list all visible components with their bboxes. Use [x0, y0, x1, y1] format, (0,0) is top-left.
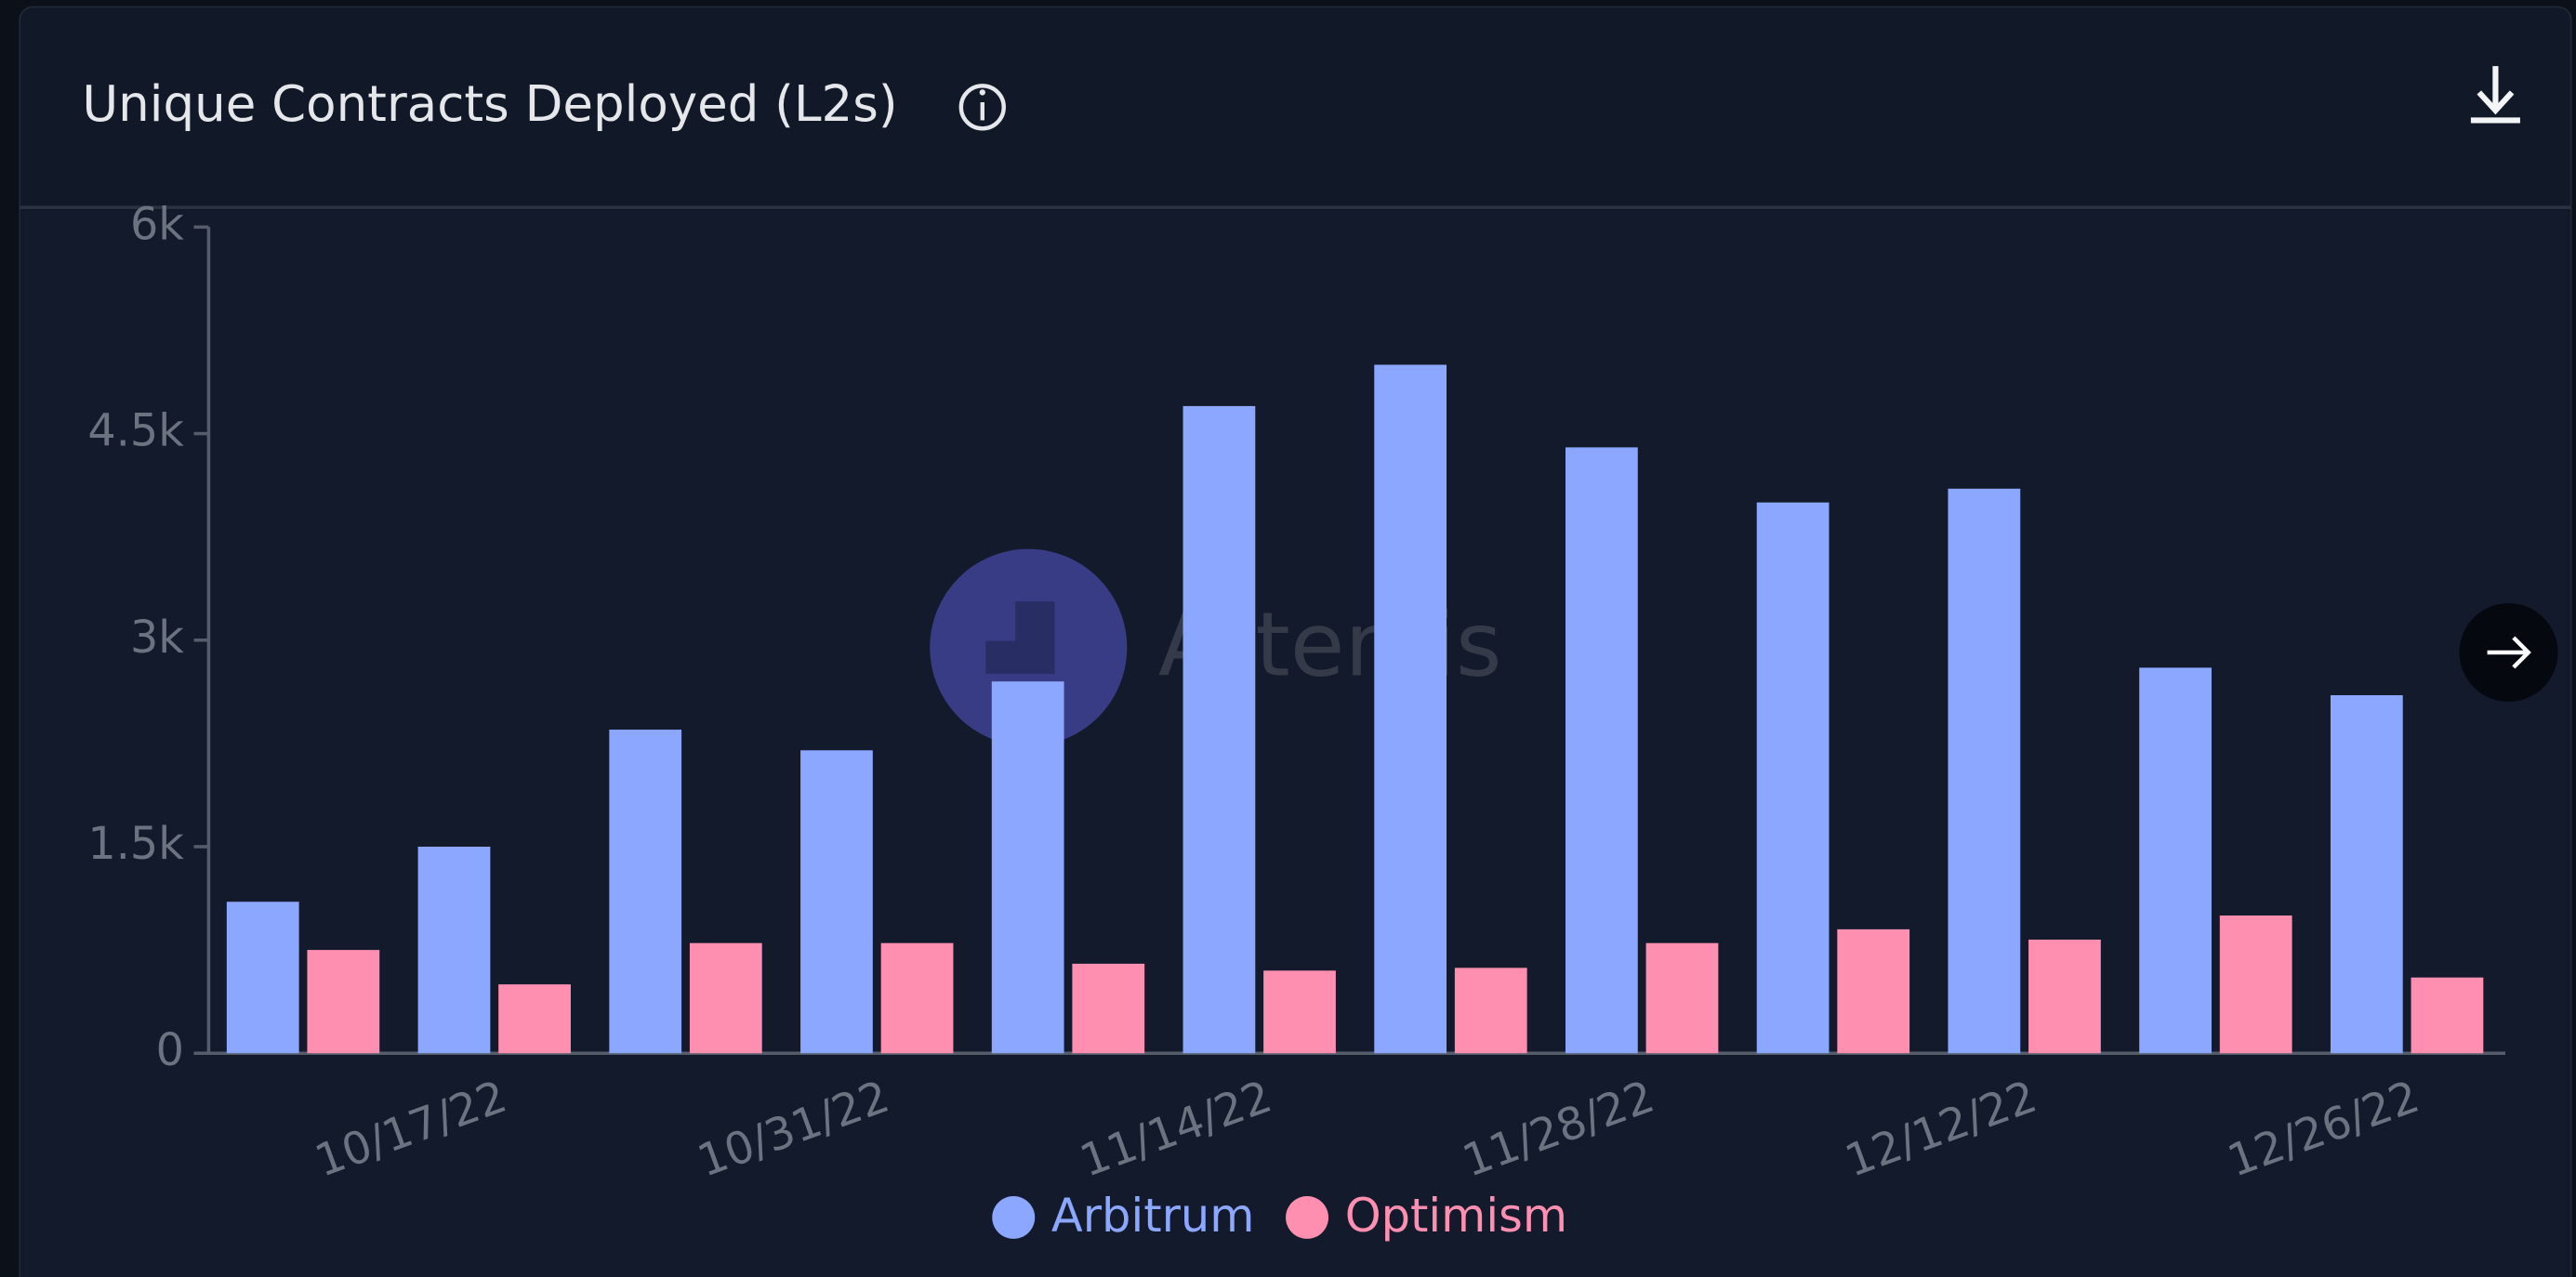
next-button[interactable] — [2459, 603, 2558, 703]
bar — [1837, 928, 1910, 1054]
bar — [609, 730, 682, 1054]
legend-marker — [992, 1195, 1036, 1239]
y-tick-label: 6k — [130, 199, 184, 250]
y-tick-label: 3k — [130, 612, 184, 664]
y-tick-label: 4.5k — [87, 406, 184, 457]
bar — [307, 950, 380, 1054]
y-tick-label: 0 — [156, 1025, 184, 1076]
legend-label: Optimism — [1345, 1189, 1567, 1243]
watermark — [930, 548, 1128, 746]
bar — [1565, 447, 1638, 1054]
bar — [1182, 405, 1256, 1054]
bar — [991, 681, 1064, 1054]
bar — [1454, 968, 1527, 1054]
chart-title: Unique Contracts Deployed (L2s) — [82, 75, 897, 133]
y-tick-label: 1.5k — [87, 819, 184, 870]
bar — [2139, 667, 2212, 1054]
bar — [226, 902, 299, 1054]
bar — [689, 942, 762, 1054]
legend-label: Arbitrum — [1051, 1189, 1255, 1243]
bar — [417, 846, 491, 1054]
bar — [800, 750, 873, 1054]
legend-marker — [1286, 1195, 1329, 1239]
info-icon[interactable] — [958, 84, 1006, 131]
download-button[interactable] — [2470, 66, 2520, 124]
bar — [2411, 977, 2484, 1054]
legend: Arbitrum Optimism — [992, 1189, 1567, 1243]
bar — [1948, 488, 2021, 1054]
bar — [1756, 502, 1830, 1054]
bar — [2028, 939, 2101, 1054]
bar — [2219, 915, 2292, 1054]
bar — [1645, 942, 1719, 1054]
bar — [880, 942, 954, 1054]
bar — [1072, 963, 1145, 1054]
bar — [1263, 970, 1336, 1054]
bar — [498, 984, 571, 1054]
bar — [1374, 364, 1447, 1054]
bar — [2330, 695, 2403, 1054]
